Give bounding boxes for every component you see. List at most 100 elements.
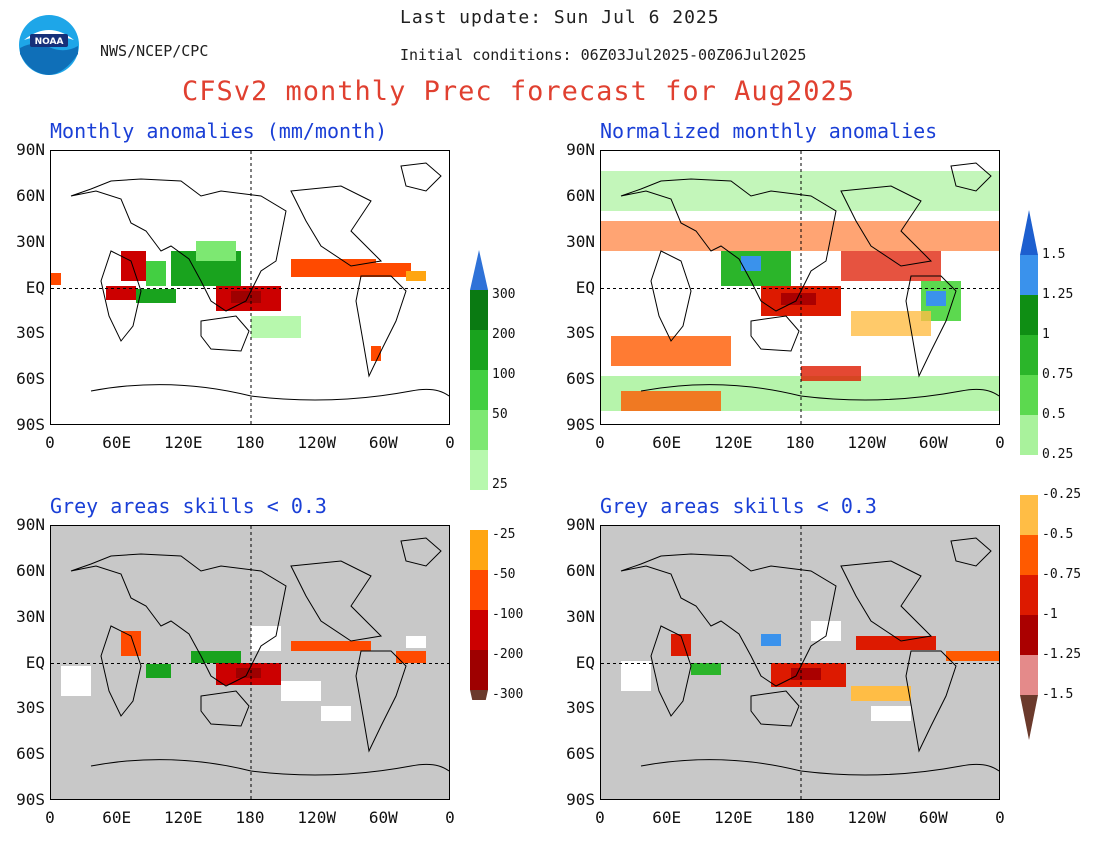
lat-tick-label: 90S xyxy=(16,415,45,434)
lat-tick-label: EQ xyxy=(575,652,595,672)
colorbar-label: 25 xyxy=(492,477,508,492)
lon-tick-label: 60E xyxy=(102,808,132,827)
colorbar-segment xyxy=(1020,295,1038,335)
lon-tick-label: 180 xyxy=(235,808,265,827)
colorbar-label: 1.25 xyxy=(1042,287,1074,302)
lat-tick-label: 90S xyxy=(566,415,595,434)
lon-tick-label: 120W xyxy=(297,808,336,827)
lat-tick-label: 30S xyxy=(16,323,45,343)
colorbar-cap-bottom xyxy=(1020,695,1038,740)
lat-tick-label: 60N xyxy=(566,185,595,205)
map-anomalies xyxy=(50,150,450,425)
colorbar-label: -0.75 xyxy=(1042,567,1082,582)
colorbar-segment xyxy=(470,650,488,690)
colorbar-segment xyxy=(1020,255,1038,295)
noaa-logo-text: NOAA xyxy=(35,37,64,47)
colorbar-segment xyxy=(470,370,488,410)
lon-tick-label: 0 xyxy=(595,808,605,827)
lon-tick-label: 120W xyxy=(847,808,886,827)
lon-tick-label: 120W xyxy=(297,433,336,452)
colorbar-label: 50 xyxy=(492,407,508,422)
colorbar-label: -100 xyxy=(492,607,524,622)
colorbar-label: 200 xyxy=(492,327,516,342)
colorbar-label: -1 xyxy=(1042,607,1058,622)
map-anomalies-skill xyxy=(50,525,450,800)
colorbar-label: -25 xyxy=(492,527,516,542)
panel-title-normalized-skill: Grey areas skills < 0.3 xyxy=(600,494,877,518)
lon-tick-label: 0 xyxy=(45,808,55,827)
colorbar-segment xyxy=(1020,575,1038,615)
grey-low-skill-area xyxy=(51,526,449,799)
lon-tick-label: 120E xyxy=(164,808,203,827)
colorbar-segment xyxy=(1020,415,1038,455)
colorbar-segment xyxy=(1020,495,1038,535)
colorbar-cap-top xyxy=(1020,210,1038,255)
colorbar-label: -1.25 xyxy=(1042,647,1082,662)
colorbar-label: 1 xyxy=(1042,327,1050,342)
lat-tick-label: 30N xyxy=(16,606,45,626)
lat-tick-label: 60N xyxy=(566,560,595,580)
colorbar-anomaly xyxy=(470,250,488,700)
colorbar-segment xyxy=(470,530,488,570)
lat-tick-label: 30S xyxy=(566,698,595,718)
colorbar-segment xyxy=(470,570,488,610)
lon-tick-label: 60W xyxy=(918,433,948,452)
lat-tick-label: 30N xyxy=(566,606,595,626)
lat-tick-label: 60S xyxy=(566,744,595,764)
lon-tick-label: 60W xyxy=(368,808,398,827)
lon-tick-label: 180 xyxy=(235,433,265,452)
lon-tick-label: 0 xyxy=(445,433,455,452)
anomaly-shading xyxy=(51,241,426,361)
lat-tick-label: 60N xyxy=(16,185,45,205)
panel-title-anomalies: Monthly anomalies (mm/month) xyxy=(50,119,388,143)
panel-title-normalized: Normalized monthly anomalies xyxy=(600,119,938,143)
lat-tick-label: 90S xyxy=(566,790,595,809)
agency-label: NWS/NCEP/CPC xyxy=(100,42,209,60)
lat-tick-label: 90S xyxy=(16,790,45,809)
lon-tick-label: 60E xyxy=(102,433,132,452)
initial-conditions-text: Initial conditions: 06Z03Jul2025-00Z06Ju… xyxy=(400,46,807,64)
lat-tick-label: EQ xyxy=(25,652,45,672)
lon-tick-label: 60E xyxy=(652,433,682,452)
colorbar-segment xyxy=(470,450,488,490)
lat-tick-label: 30N xyxy=(16,231,45,251)
colorbar-segment xyxy=(470,290,488,330)
lon-tick-label: 120W xyxy=(847,433,886,452)
noaa-logo: NOAA xyxy=(18,14,80,76)
lat-tick-label: 30S xyxy=(16,698,45,718)
last-update-text: Last update: Sun Jul 6 2025 xyxy=(400,7,720,28)
colorbar-segment xyxy=(470,410,488,450)
lon-tick-label: 0 xyxy=(45,433,55,452)
colorbar-label: -0.5 xyxy=(1042,527,1074,542)
colorbar-segment xyxy=(470,330,488,370)
lon-tick-label: 180 xyxy=(785,433,815,452)
colorbar-cap-top xyxy=(470,250,488,290)
lat-tick-label: EQ xyxy=(25,277,45,297)
lat-tick-label: 30S xyxy=(566,323,595,343)
lon-tick-label: 0 xyxy=(995,808,1005,827)
lon-tick-label: 0 xyxy=(595,433,605,452)
lon-tick-label: 180 xyxy=(785,808,815,827)
panel-title-anomaly-skill: Grey areas skills < 0.3 xyxy=(50,494,327,518)
colorbar-neutral-segment xyxy=(470,490,488,530)
lat-tick-label: 90N xyxy=(566,515,595,534)
lat-tick-label: 60S xyxy=(566,369,595,389)
normalized-skill-shading xyxy=(621,621,999,721)
colorbar-label: 300 xyxy=(492,287,516,302)
lon-tick-label: 60W xyxy=(918,808,948,827)
colorbar-neutral-segment xyxy=(1020,455,1038,495)
normalized-shading xyxy=(601,151,999,424)
colorbar-label: -300 xyxy=(492,687,524,702)
colorbar-label: 0.25 xyxy=(1042,447,1074,462)
colorbar-label: 100 xyxy=(492,367,516,382)
lat-tick-label: 90N xyxy=(566,140,595,159)
colorbar-cap-bottom xyxy=(470,690,488,700)
map-normalized xyxy=(600,150,1000,425)
lat-tick-label: 90N xyxy=(16,515,45,534)
colorbar-label: 0.75 xyxy=(1042,367,1074,382)
anomaly-skill-shading xyxy=(61,626,426,721)
lon-tick-label: 120E xyxy=(714,808,753,827)
colorbar-segment xyxy=(1020,655,1038,695)
colorbar-label: 1.5 xyxy=(1042,247,1066,262)
colorbar-segment xyxy=(1020,615,1038,655)
